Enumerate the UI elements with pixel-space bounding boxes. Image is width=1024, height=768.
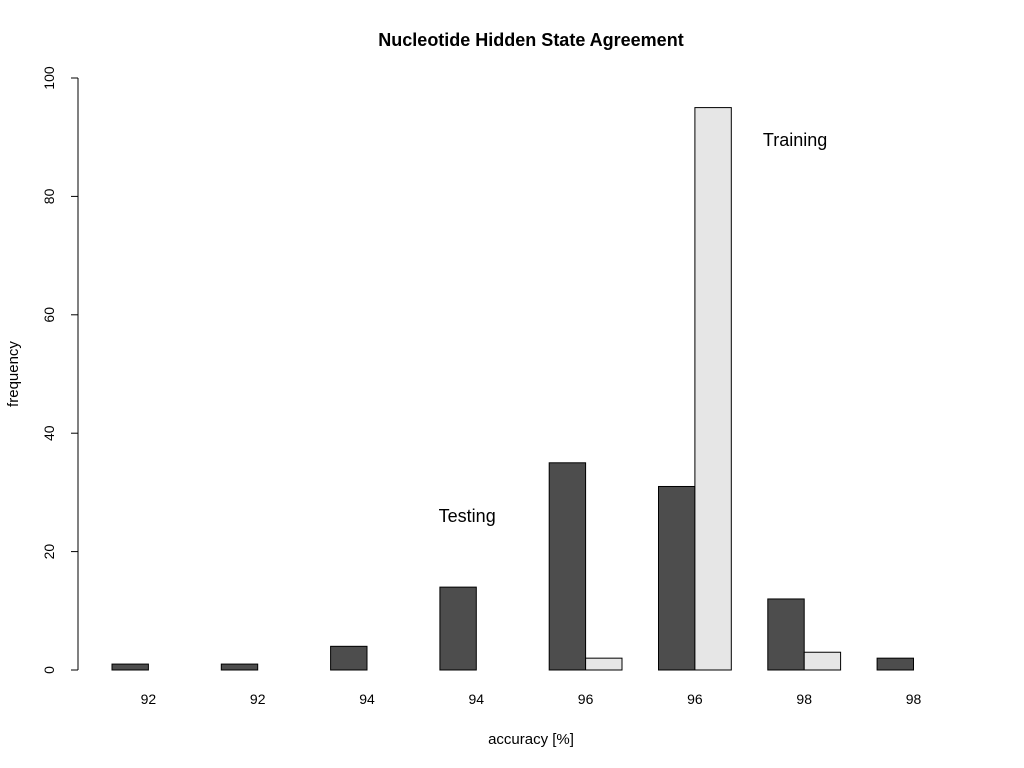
x-tick-label: 94 [359, 691, 375, 707]
x-tick-label: 98 [796, 691, 812, 707]
chart-title: Nucleotide Hidden State Agreement [378, 30, 683, 50]
bar-series-2-5 [694, 107, 732, 671]
bar-series-2-4 [585, 657, 623, 671]
x-tick-label: 96 [578, 691, 594, 707]
y-tick-label: 60 [41, 307, 57, 323]
x-tick-labels: 92 92 94 94 96 96 98 98 [141, 691, 922, 707]
annotations: Testing Training [439, 130, 828, 526]
bar-series-1-1 [220, 663, 259, 671]
x-axis-label: accuracy [%] [488, 731, 574, 748]
y-tick-label: 80 [41, 188, 57, 204]
bar-series-2-6 [803, 651, 842, 671]
y-tick-label: 100 [41, 66, 57, 90]
y-axis-label: frequency [5, 341, 22, 407]
bar-series-1-4 [548, 462, 587, 671]
y-axis: 0 20 40 60 80 100 [41, 66, 79, 674]
x-tick-label: 98 [906, 691, 922, 707]
x-tick-label: 92 [250, 691, 266, 707]
bar-series-1-7 [876, 657, 914, 671]
y-tick-label: 40 [41, 425, 57, 441]
x-tick-label: 92 [141, 691, 157, 707]
annotation-testing: Testing [439, 506, 496, 526]
bars [111, 107, 914, 671]
annotation-training: Training [763, 130, 827, 150]
bar-series-1-6 [767, 598, 805, 671]
bar-series-1-0 [111, 663, 149, 671]
bar-series-1-2 [330, 645, 368, 671]
y-tick-label: 20 [41, 544, 57, 560]
bar-series-1-5 [658, 485, 696, 671]
x-tick-label: 94 [469, 691, 485, 707]
bar-series-1-3 [439, 586, 477, 671]
x-tick-label: 96 [687, 691, 703, 707]
y-tick-label: 0 [41, 666, 57, 674]
